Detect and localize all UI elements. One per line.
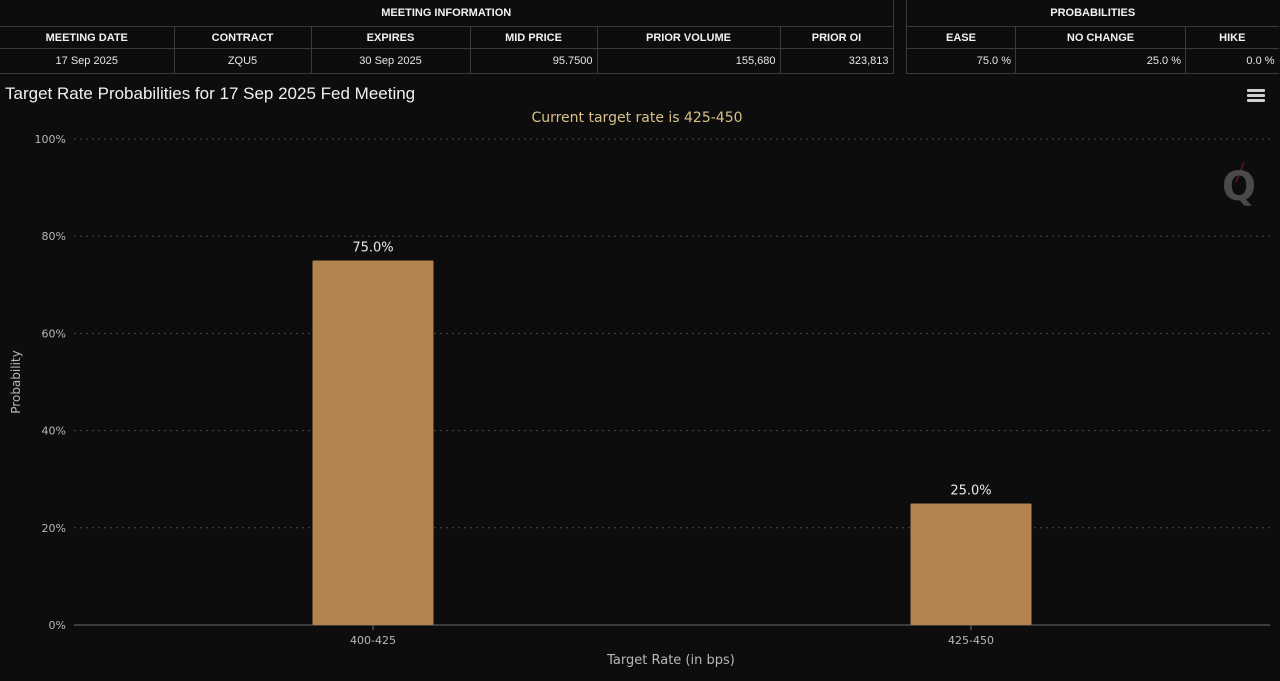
probabilities-header: PROBABILITIES (905, 0, 1279, 28)
no-change-value: 25.0 % (1015, 48, 1186, 74)
data-label: 75.0% (352, 241, 393, 256)
col-header-meeting-date: MEETING DATE (0, 26, 175, 50)
col-header-contract: CONTRACT (173, 26, 312, 50)
y-tick-label: 100% (35, 133, 66, 146)
bar-425-450[interactable] (910, 503, 1032, 626)
data-label: 25.0% (950, 484, 991, 499)
hike-value: 0.0 % (1184, 48, 1279, 74)
x-tick-label: 425-450 (948, 634, 994, 647)
expires-value: 30 Sep 2025 (310, 48, 471, 74)
chart-title: Target Rate Probabilities for 17 Sep 202… (5, 84, 416, 103)
x-axis-title: Target Rate (in bps) (606, 653, 735, 668)
y-axis-title: Probability (9, 350, 23, 413)
ease-value: 75.0 % (906, 48, 1016, 74)
hamburger-menu-icon (1247, 89, 1265, 92)
meeting-date-value: 17 Sep 2025 (0, 48, 175, 74)
meeting-information-table: MEETING INFORMATION MEETING DATE CONTRAC… (0, 0, 894, 74)
contract-value: ZQU5 (173, 48, 312, 74)
col-header-expires: EXPIRES (310, 26, 471, 50)
mid-price-value: 95.7500 (469, 48, 598, 74)
probabilities-table: PROBABILITIES EASE NO CHANGE HIKE 75.0 %… (905, 0, 1279, 74)
prior-oi-value: 323,813 (779, 48, 894, 74)
svg-text:Q: Q (1222, 164, 1256, 210)
col-header-mid-price: MID PRICE (469, 26, 598, 50)
y-tick-label: 40% (42, 425, 66, 438)
col-header-ease: EASE (906, 26, 1016, 50)
hamburger-menu-icon-line (1247, 94, 1265, 97)
q-logo-icon: Q (1222, 161, 1256, 210)
prior-volume-value: 155,680 (596, 48, 781, 74)
y-tick-label: 60% (42, 327, 66, 340)
meeting-information-header: MEETING INFORMATION (0, 0, 894, 28)
col-header-hike: HIKE (1184, 26, 1279, 50)
col-header-prior-oi: PRIOR OI (779, 26, 894, 50)
bar-400-425[interactable] (312, 260, 434, 626)
col-header-no-change: NO CHANGE (1015, 26, 1186, 50)
col-header-prior-volume: PRIOR VOLUME (596, 26, 781, 50)
y-tick-label: 20% (42, 522, 66, 535)
hamburger-menu-icon-line (1247, 99, 1265, 102)
chart-subtitle: Current target rate is 425-450 (531, 110, 743, 126)
chart-menu-button[interactable] (1244, 86, 1268, 106)
y-tick-label: 80% (42, 230, 66, 243)
y-tick-label: 0% (49, 619, 66, 632)
x-tick-label: 400-425 (350, 634, 396, 647)
